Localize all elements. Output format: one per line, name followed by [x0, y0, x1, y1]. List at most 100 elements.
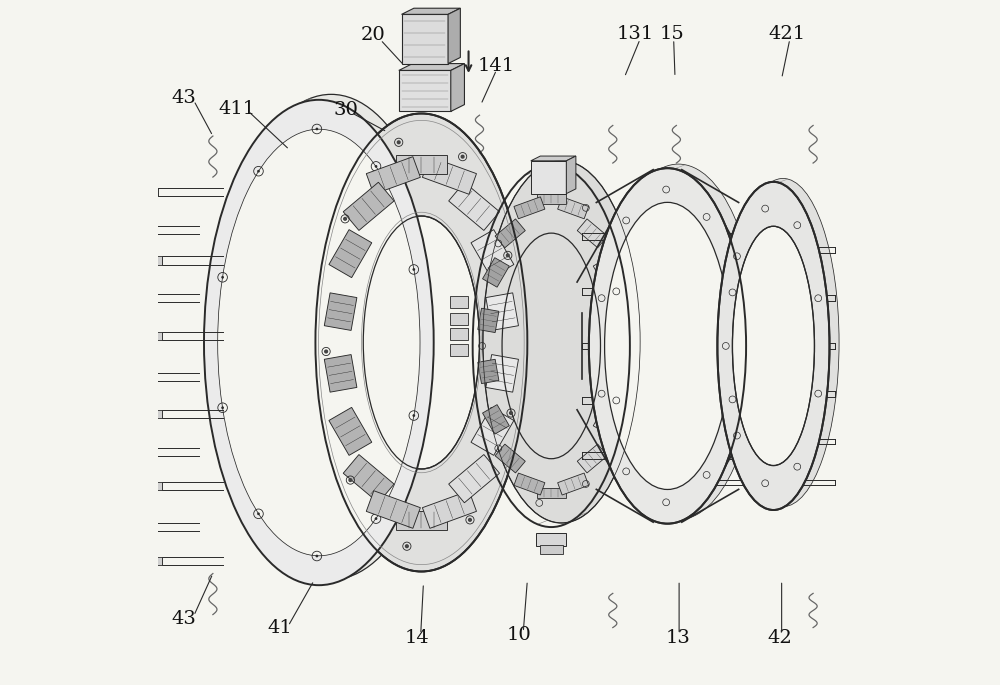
Ellipse shape: [732, 226, 814, 466]
Polygon shape: [495, 219, 525, 248]
Polygon shape: [478, 359, 499, 384]
Polygon shape: [449, 455, 500, 503]
Polygon shape: [449, 182, 500, 230]
Circle shape: [325, 350, 327, 353]
Polygon shape: [566, 156, 576, 194]
Text: 141: 141: [478, 57, 515, 75]
Ellipse shape: [216, 95, 446, 580]
Polygon shape: [343, 182, 394, 230]
Polygon shape: [514, 197, 545, 219]
Polygon shape: [486, 355, 518, 392]
Bar: [155, 557, 162, 565]
Bar: [144, 448, 150, 456]
Polygon shape: [577, 444, 607, 473]
Polygon shape: [558, 197, 589, 219]
Bar: [450, 296, 468, 308]
Polygon shape: [366, 490, 420, 528]
Bar: [155, 482, 162, 490]
Circle shape: [257, 512, 260, 515]
Bar: [144, 523, 150, 531]
Bar: [144, 294, 150, 302]
Polygon shape: [471, 408, 514, 456]
Bar: [144, 225, 150, 234]
Polygon shape: [593, 405, 620, 434]
Polygon shape: [399, 64, 464, 71]
Ellipse shape: [218, 129, 420, 556]
Circle shape: [257, 170, 260, 173]
Polygon shape: [483, 405, 509, 434]
Polygon shape: [366, 157, 420, 195]
Circle shape: [406, 545, 408, 547]
Bar: [540, 545, 563, 554]
Circle shape: [221, 406, 224, 409]
Bar: [450, 344, 468, 356]
Bar: [152, 188, 158, 196]
Polygon shape: [486, 293, 518, 330]
Polygon shape: [396, 511, 447, 530]
Text: 411: 411: [218, 100, 255, 118]
Polygon shape: [558, 473, 589, 495]
Polygon shape: [324, 355, 357, 392]
Ellipse shape: [204, 100, 434, 585]
Bar: [536, 532, 566, 546]
Circle shape: [461, 155, 464, 158]
Text: 30: 30: [334, 101, 359, 119]
Text: 41: 41: [268, 619, 292, 637]
Polygon shape: [514, 473, 545, 495]
Circle shape: [397, 141, 400, 144]
Ellipse shape: [616, 198, 741, 486]
Text: 13: 13: [665, 629, 690, 647]
Ellipse shape: [742, 223, 824, 462]
Polygon shape: [537, 194, 566, 204]
Polygon shape: [537, 488, 566, 498]
FancyBboxPatch shape: [531, 161, 566, 194]
Polygon shape: [329, 408, 372, 456]
Polygon shape: [343, 455, 394, 503]
Polygon shape: [324, 293, 357, 330]
Circle shape: [506, 254, 509, 257]
Circle shape: [510, 412, 512, 414]
Polygon shape: [478, 308, 499, 332]
Polygon shape: [396, 155, 447, 174]
FancyBboxPatch shape: [402, 14, 448, 64]
Polygon shape: [402, 8, 460, 14]
Bar: [155, 410, 162, 419]
Circle shape: [344, 217, 346, 220]
Ellipse shape: [483, 161, 640, 523]
Ellipse shape: [605, 202, 730, 490]
Circle shape: [316, 127, 318, 130]
Polygon shape: [593, 258, 620, 287]
Ellipse shape: [363, 216, 479, 469]
Polygon shape: [604, 308, 625, 332]
Text: 15: 15: [660, 25, 685, 42]
Text: 20: 20: [361, 26, 386, 44]
Circle shape: [412, 414, 415, 417]
Bar: [155, 256, 162, 264]
Text: 10: 10: [507, 626, 532, 644]
Bar: [450, 313, 468, 325]
Circle shape: [375, 517, 377, 520]
Text: 43: 43: [172, 89, 197, 107]
Polygon shape: [531, 156, 576, 161]
Polygon shape: [329, 229, 372, 277]
FancyBboxPatch shape: [399, 71, 451, 112]
Circle shape: [349, 479, 352, 482]
Polygon shape: [471, 229, 514, 277]
Polygon shape: [577, 219, 607, 248]
Ellipse shape: [717, 182, 830, 510]
Ellipse shape: [727, 178, 839, 507]
Polygon shape: [422, 157, 476, 195]
Bar: [450, 328, 468, 340]
Polygon shape: [422, 490, 476, 528]
Ellipse shape: [315, 114, 527, 571]
Polygon shape: [483, 258, 509, 287]
Text: 43: 43: [172, 610, 197, 628]
Circle shape: [375, 165, 377, 168]
Text: 14: 14: [404, 629, 429, 647]
Circle shape: [412, 268, 415, 271]
Ellipse shape: [589, 169, 746, 523]
Circle shape: [469, 519, 471, 521]
Ellipse shape: [230, 124, 432, 550]
Ellipse shape: [600, 164, 757, 519]
Polygon shape: [495, 444, 525, 473]
